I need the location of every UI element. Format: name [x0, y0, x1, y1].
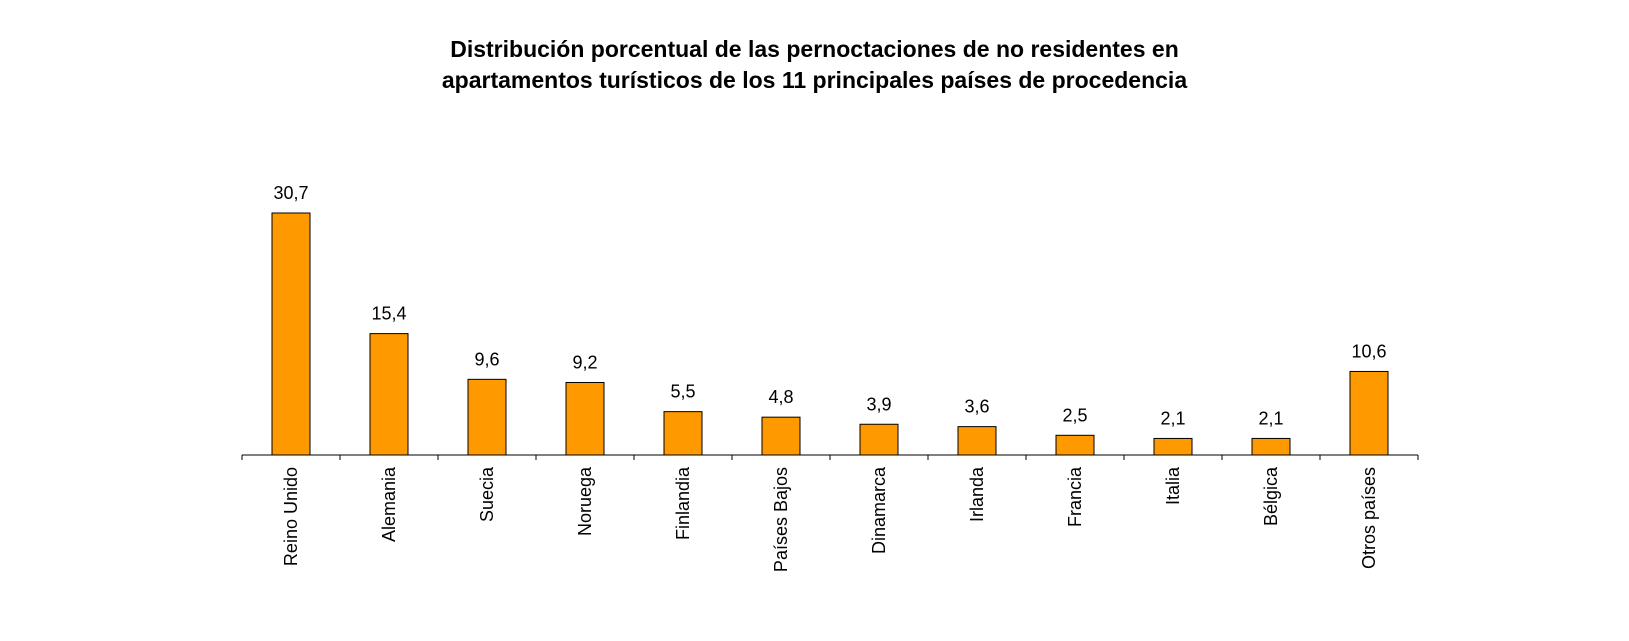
- category-label: Dinamarca: [869, 466, 889, 554]
- chart-title: Distribución porcentual de las pernoctac…: [0, 34, 1629, 96]
- data-label: 9,2: [572, 352, 597, 372]
- bars-group: [271, 212, 1389, 456]
- category-label: Reino Unido: [281, 467, 301, 566]
- category-label: Finlandia: [673, 466, 693, 540]
- category-label: Países Bajos: [771, 467, 791, 572]
- data-label: 4,8: [768, 387, 793, 407]
- data-label: 2,1: [1258, 408, 1283, 428]
- bar: [565, 381, 605, 456]
- chart-title-line-1: Distribución porcentual de las pernoctac…: [450, 36, 1179, 62]
- category-label: Italia: [1163, 466, 1183, 505]
- bar: [859, 423, 899, 456]
- data-label: 3,6: [964, 397, 989, 417]
- data-label: 2,1: [1160, 408, 1185, 428]
- bar: [1251, 437, 1291, 456]
- data-label: 30,7: [273, 183, 308, 203]
- category-label: Irlanda: [967, 466, 987, 522]
- bar: [957, 426, 997, 456]
- data-label: 15,4: [371, 304, 406, 324]
- data-label: 2,5: [1062, 405, 1087, 425]
- data-label: 9,6: [474, 349, 499, 369]
- data-label: 5,5: [670, 382, 695, 402]
- category-label: Alemania: [379, 466, 399, 542]
- category-label: Otros países: [1359, 467, 1379, 569]
- category-label: Bélgica: [1261, 466, 1281, 526]
- bar: [271, 212, 311, 456]
- value-labels-group: 30,7 15,4 9,6 9,2 5,5 4,8 3,9 3,6 2,5 2,1 2,1 10,6: [273, 183, 1386, 428]
- bar: [1349, 370, 1389, 456]
- category-label: Suecia: [477, 466, 497, 522]
- chart-title-line-2: apartamentos turísticos de los 11 princi…: [441, 67, 1188, 93]
- category-labels-group: Reino Unido Alemania Suecia Noruega Finlandi…: [281, 466, 1379, 572]
- category-label: Noruega: [575, 466, 595, 536]
- x-axis: [241, 454, 1419, 460]
- bar: [1153, 437, 1193, 456]
- bar: [1055, 434, 1095, 456]
- category-label: Francia: [1065, 466, 1085, 527]
- bar: [467, 378, 507, 456]
- data-label: 10,6: [1351, 341, 1386, 361]
- bar: [761, 416, 801, 456]
- data-label: 3,9: [866, 394, 891, 414]
- bar: [663, 411, 703, 456]
- bar: [369, 333, 409, 456]
